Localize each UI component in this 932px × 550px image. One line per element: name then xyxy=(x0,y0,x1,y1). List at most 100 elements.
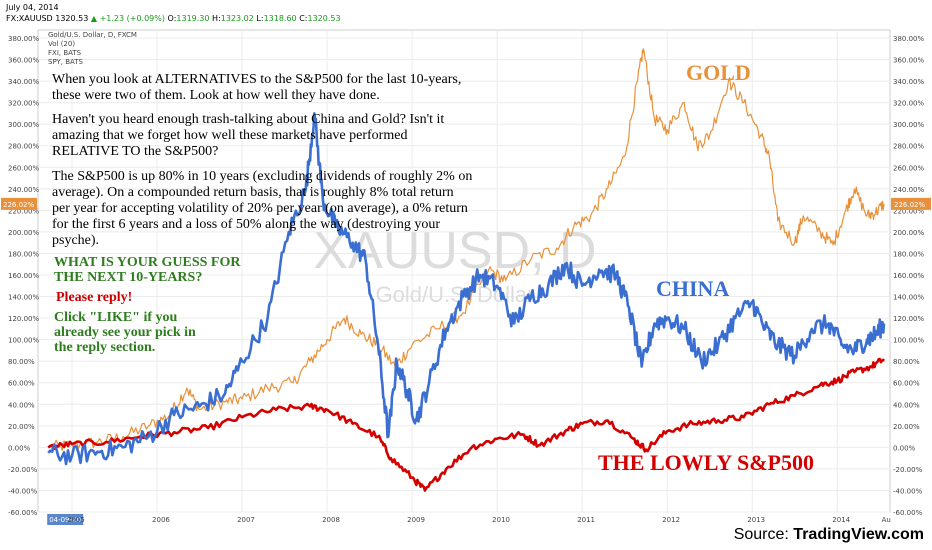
y-tick-label-right: 300.00% xyxy=(893,121,924,129)
y-tick-label-left: 120.00% xyxy=(8,315,39,323)
y-tick-label-left: 200.00% xyxy=(8,229,39,237)
y-tick-label-left: 240.00% xyxy=(8,186,39,194)
x-tick-label: 2005 xyxy=(67,516,85,524)
y-tick-label-right: 180.00% xyxy=(893,250,924,258)
y-tick-label-left: 380.00% xyxy=(8,35,39,43)
y-tick-label-right: 0.00% xyxy=(893,444,916,452)
y-tick-label-right: 120.00% xyxy=(893,315,924,323)
x-tick-label: 2009 xyxy=(407,516,425,524)
y-tick-label-right: 160.00% xyxy=(893,272,924,280)
y-tick-label-left: -40.00% xyxy=(8,487,38,495)
y-tick-label-left: -20.00% xyxy=(8,466,38,474)
y-tick-label-left: 280.00% xyxy=(8,143,39,151)
x-tick-label: 2010 xyxy=(492,516,510,524)
low-label: L: xyxy=(256,14,264,23)
sp-line-2: average). On a compounded return basis, … xyxy=(52,185,454,200)
symbol-bar: FX:XAUUSD 1320.53 ▲ +1.23 (+0.09%) O:131… xyxy=(6,14,341,23)
axis-layer: 380.00% 380.00% 360.00% 360.00% 340.00% 340.0… xyxy=(1,35,931,525)
china-series-label: CHINA xyxy=(656,276,730,301)
symbol-label[interactable]: FX:XAUUSD xyxy=(6,14,53,23)
y-tick-label-left: 360.00% xyxy=(8,57,39,65)
x-tick-label: 2012 xyxy=(662,516,680,524)
y-tick-label-right: -40.00% xyxy=(893,487,923,495)
y-tick-label-right: 200.00% xyxy=(893,229,924,237)
grid-layer xyxy=(37,29,891,513)
y-tick-label-right: 20.00% xyxy=(893,423,920,431)
sp500-series-line xyxy=(47,357,886,492)
y-tick-label-right: 260.00% xyxy=(893,164,924,172)
y-tick-label-right: 360.00% xyxy=(893,57,924,65)
guess-line-2: THE NEXT 10-YEARS? xyxy=(54,270,203,285)
y-tick-label-left: 340.00% xyxy=(8,78,39,86)
trash-line-3: RELATIVE TO the S&P500? xyxy=(52,144,219,159)
high-value: 1323.02 xyxy=(220,14,254,23)
x-tick-label: 2008 xyxy=(322,516,340,524)
overlay-1[interactable]: Vol (20) xyxy=(48,40,76,48)
last-value-label: 226.02% xyxy=(894,201,925,209)
y-tick-label-left: 300.00% xyxy=(8,121,39,129)
y-tick-label-right: 340.00% xyxy=(893,78,924,86)
sp-line-1: The S&P500 is up 80% in 10 years (exclud… xyxy=(52,169,473,184)
close-label: C: xyxy=(299,14,308,23)
y-tick-label-left: 100.00% xyxy=(8,337,39,345)
series-layer xyxy=(47,48,886,492)
intro-line-1: When you look at ALTERNATIVES to the S&P… xyxy=(52,72,462,87)
x-tick-label: 2011 xyxy=(577,516,595,524)
overlay-0[interactable]: Gold/U.S. Dollar, D, FXCM xyxy=(48,31,137,39)
source-prefix: Source: xyxy=(733,526,794,543)
x-tick-label: 2007 xyxy=(237,516,255,524)
like-line-2: already see your pick in xyxy=(54,325,196,340)
y-tick-label-left: 180.00% xyxy=(8,250,39,258)
open-label: O: xyxy=(167,14,177,23)
last-value-badge xyxy=(891,197,931,210)
y-tick-label-left: 20.00% xyxy=(8,423,35,431)
y-tick-label-left: 40.00% xyxy=(8,401,35,409)
y-tick-label-left: 320.00% xyxy=(8,100,39,108)
x-start-badge xyxy=(47,514,84,525)
sp-line-5: psyche). xyxy=(52,233,100,248)
y-tick-label-right: 60.00% xyxy=(893,380,920,388)
sp500-series-label: THE LOWLY S&P500 xyxy=(598,450,814,475)
x-tick-label: 2006 xyxy=(152,516,170,524)
y-tick-label-right: 280.00% xyxy=(893,143,924,151)
x-tick-label: 2013 xyxy=(747,516,765,524)
y-tick-label-right: -60.00% xyxy=(893,509,923,517)
trash-line-2: amazing that we forget how well these ma… xyxy=(52,128,408,143)
source-name[interactable]: TradingView.com xyxy=(793,526,924,543)
overlay-3[interactable]: SPY, BATS xyxy=(48,58,84,66)
reply-text: Please reply! xyxy=(56,290,133,305)
y-tick-label-left: 140.00% xyxy=(8,294,39,302)
y-tick-label-left: 220.00% xyxy=(8,207,39,215)
y-tick-label-right: 80.00% xyxy=(893,358,920,366)
open-value: 1319.30 xyxy=(176,14,210,23)
sp-line-4: for the first 6 years and a loss of 50% … xyxy=(52,217,441,232)
last-value-badge-left xyxy=(1,197,37,210)
y-tick-label-left: 260.00% xyxy=(8,164,39,172)
watermark-sub: Gold/U.S. Dollar xyxy=(376,282,535,307)
like-line-1: Click "LIKE" if you xyxy=(54,310,178,325)
change-value: ▲ +1.23 (+0.09%) xyxy=(90,14,165,23)
china-series-line xyxy=(47,112,886,466)
date-label: July 04, 2014 xyxy=(6,3,59,12)
y-tick-label-right: 220.00% xyxy=(893,207,924,215)
x-tick-label: Au xyxy=(882,516,891,524)
sp-line-3: per year for accepting volatility of 20%… xyxy=(52,201,468,216)
gold-series-label: GOLD xyxy=(686,60,751,85)
high-label: H: xyxy=(212,14,221,23)
y-tick-label-right: 380.00% xyxy=(893,35,924,43)
y-tick-label-left: -60.00% xyxy=(8,509,38,517)
x-tick-label: 04-09-20 xyxy=(49,516,81,524)
trash-line-1: Haven't you heard enough trash-talking a… xyxy=(52,112,445,127)
x-tick-label: 2014 xyxy=(832,516,850,524)
overlay-2[interactable]: FXI, BATS xyxy=(48,49,82,57)
y-tick-label-left: 60.00% xyxy=(8,380,35,388)
low-value: 1318.60 xyxy=(263,14,297,23)
source-credit: Source: TradingView.com xyxy=(734,526,924,544)
y-tick-label-right: 40.00% xyxy=(893,401,920,409)
y-tick-label-right: 140.00% xyxy=(893,294,924,302)
y-tick-label-left: 80.00% xyxy=(8,358,35,366)
last-price: 1320.53 xyxy=(55,14,89,23)
guess-line-1: WHAT IS YOUR GUESS FOR xyxy=(54,255,241,270)
